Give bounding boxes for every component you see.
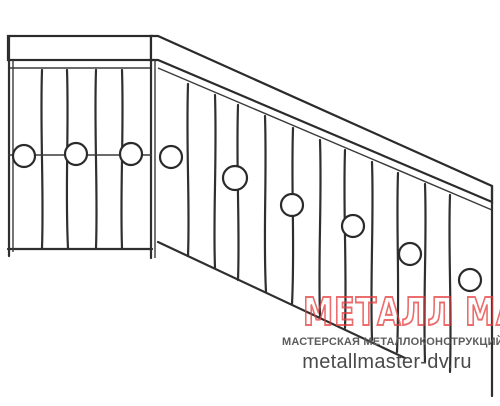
baluster — [94, 68, 98, 250]
ring-ornament — [340, 213, 366, 239]
baluster — [448, 193, 452, 374]
landing-handrail — [6, 34, 154, 62]
ring-ornament — [221, 164, 249, 192]
baluster — [213, 93, 217, 270]
baluster — [236, 103, 240, 282]
ring-ornament — [457, 267, 483, 293]
baluster — [318, 138, 322, 318]
ring-ornament — [63, 141, 89, 167]
stair-lower-rail — [157, 67, 493, 211]
stair-railing — [149, 34, 494, 398]
baluster — [186, 82, 190, 258]
ring-ornament — [397, 241, 423, 267]
baluster — [370, 160, 374, 342]
baluster — [40, 68, 44, 250]
baluster — [423, 182, 427, 364]
ring-ornament — [11, 143, 37, 169]
stair-balusters — [186, 82, 452, 374]
ring-ornament — [118, 141, 144, 167]
ring-ornament — [158, 144, 184, 170]
baluster — [263, 114, 268, 294]
baluster — [290, 126, 295, 306]
decorative-rings — [8, 141, 483, 293]
ring-ornament — [279, 192, 305, 218]
baluster — [395, 171, 400, 354]
stair-bottom-rail — [156, 240, 407, 360]
baluster — [343, 148, 347, 330]
landing-railing — [6, 34, 156, 260]
